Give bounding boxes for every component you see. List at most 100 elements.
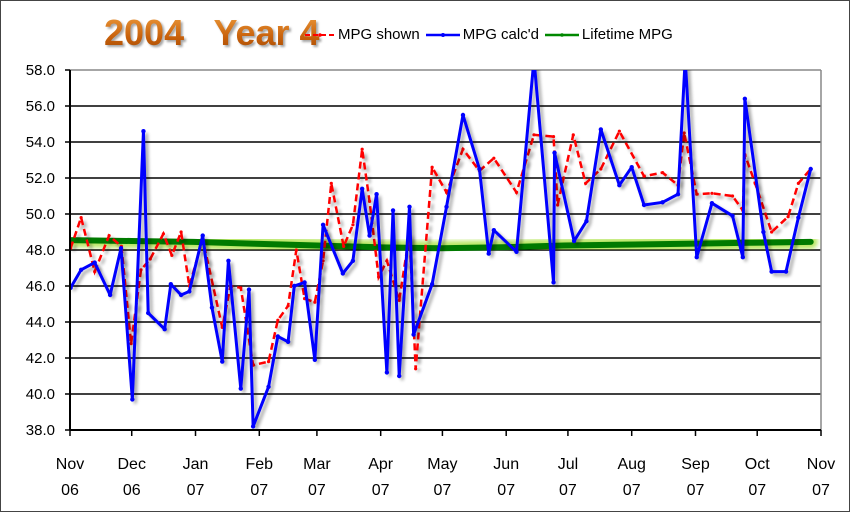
- point-mpg-shown: [161, 232, 166, 236]
- point-mpg-calcd: [742, 96, 748, 102]
- x-tick-label: Apr: [368, 456, 394, 473]
- point-mpg-calcd: [226, 258, 231, 263]
- point-mpg-shown: [584, 181, 588, 185]
- point-mpg-calcd: [178, 292, 184, 298]
- point-mpg-shown: [129, 342, 133, 346]
- point-mpg-calcd: [250, 424, 256, 429]
- point-mpg-shown: [377, 275, 381, 279]
- x-tick-label: Dec: [117, 456, 145, 473]
- point-mpg-calcd: [246, 287, 252, 292]
- point-mpg-shown: [170, 253, 174, 257]
- point-mpg-calcd: [200, 233, 205, 238]
- point-mpg-calcd: [444, 204, 449, 209]
- point-mpg-shown: [642, 174, 646, 178]
- point-mpg-shown: [139, 268, 143, 272]
- point-mpg-shown: [514, 190, 519, 194]
- y-tick-label: 40.0: [26, 386, 55, 403]
- point-mpg-calcd: [292, 283, 297, 289]
- x-tick-label: Jun: [493, 456, 519, 473]
- legend-label: MPG shown: [338, 26, 420, 43]
- point-mpg-calcd: [629, 165, 634, 170]
- point-mpg-calcd: [390, 208, 396, 213]
- point-mpg-shown: [266, 360, 271, 364]
- point-mpg-calcd: [312, 357, 318, 362]
- point-mpg-calcd: [187, 289, 192, 294]
- point-mpg-shown: [571, 133, 575, 137]
- point-mpg-calcd: [130, 397, 135, 402]
- point-mpg-calcd: [78, 267, 84, 272]
- point-mpg-calcd: [761, 229, 766, 235]
- point-mpg-shown: [786, 215, 790, 219]
- point-mpg-shown: [107, 234, 111, 238]
- point-mpg-shown: [556, 203, 560, 207]
- point-mpg-calcd: [740, 255, 746, 260]
- point-mpg-calcd: [571, 238, 577, 244]
- point-mpg-calcd: [617, 183, 622, 188]
- x-tick-label: 07: [187, 482, 205, 499]
- point-mpg-shown: [770, 230, 774, 234]
- point-mpg-shown: [617, 129, 621, 133]
- y-tick-label: 48.0: [26, 242, 55, 259]
- legend-item-lifetime-mpg: Lifetime MPG: [544, 26, 673, 43]
- point-mpg-shown: [532, 133, 536, 137]
- point-mpg-shown: [239, 286, 243, 290]
- x-tick-label: 06: [123, 482, 141, 499]
- point-mpg-shown: [461, 147, 465, 151]
- point-mpg-shown: [730, 194, 735, 198]
- point-mpg-calcd: [486, 251, 491, 256]
- point-mpg-shown: [351, 223, 355, 227]
- x-tick-label: Nov: [56, 456, 84, 473]
- legend-swatch-blue: [425, 32, 460, 37]
- point-mpg-calcd: [796, 215, 801, 220]
- point-mpg-calcd: [552, 150, 557, 155]
- y-tick-label: 38.0: [26, 422, 55, 439]
- series-lifetime-mpg-line: [70, 237, 814, 252]
- point-mpg-calcd: [162, 327, 167, 332]
- legend-swatch-red-dashed: [305, 32, 335, 37]
- point-mpg-calcd: [302, 280, 307, 285]
- x-tick-label: 07: [559, 482, 577, 499]
- point-mpg-calcd: [209, 305, 215, 310]
- y-tick-label: 44.0: [26, 314, 55, 331]
- point-mpg-calcd: [118, 246, 124, 251]
- y-tick-label: 52.0: [26, 170, 55, 187]
- point-mpg-shown: [276, 318, 280, 322]
- y-tick-label: 50.0: [26, 206, 55, 223]
- point-mpg-calcd: [220, 359, 225, 364]
- x-tick-label: Oct: [745, 456, 770, 473]
- y-tick-label: 54.0: [26, 134, 55, 151]
- x-tick-label: 06: [61, 482, 79, 499]
- point-mpg-calcd: [367, 233, 372, 238]
- x-tick-label: 07: [250, 482, 268, 499]
- x-tick-label: 07: [748, 482, 766, 499]
- point-mpg-shown: [385, 259, 389, 263]
- point-mpg-calcd: [641, 202, 647, 208]
- point-mpg-calcd: [460, 112, 466, 118]
- point-mpg-shown: [695, 192, 699, 196]
- point-mpg-shown: [79, 216, 83, 220]
- point-mpg-calcd: [477, 166, 482, 172]
- point-mpg-shown: [313, 300, 317, 304]
- x-tick-label: 07: [434, 482, 452, 499]
- point-mpg-calcd: [359, 186, 365, 191]
- point-mpg-calcd: [769, 269, 774, 274]
- point-mpg-calcd: [92, 260, 97, 265]
- point-mpg-calcd: [168, 282, 174, 287]
- point-mpg-calcd: [730, 213, 735, 218]
- point-mpg-calcd: [285, 339, 291, 344]
- legend-label: MPG calc'd: [462, 26, 539, 43]
- legend-label: Lifetime MPG: [581, 26, 673, 43]
- point-mpg-calcd: [107, 292, 113, 298]
- point-mpg-calcd: [238, 386, 243, 391]
- x-tick-label: 07: [497, 482, 515, 499]
- point-mpg-calcd: [491, 228, 497, 233]
- point-mpg-shown: [367, 199, 372, 203]
- point-mpg-shown: [599, 167, 603, 171]
- legend-item-mpg-shown: MPG shown: [305, 26, 420, 43]
- x-tick-label: 07: [687, 482, 705, 499]
- point-mpg-shown: [551, 135, 556, 139]
- x-tick-label: 07: [308, 482, 326, 499]
- legend: MPG shown MPG calc'd Lifetime MPG: [305, 26, 679, 43]
- point-mpg-calcd: [683, 57, 687, 61]
- point-mpg-calcd: [320, 222, 326, 227]
